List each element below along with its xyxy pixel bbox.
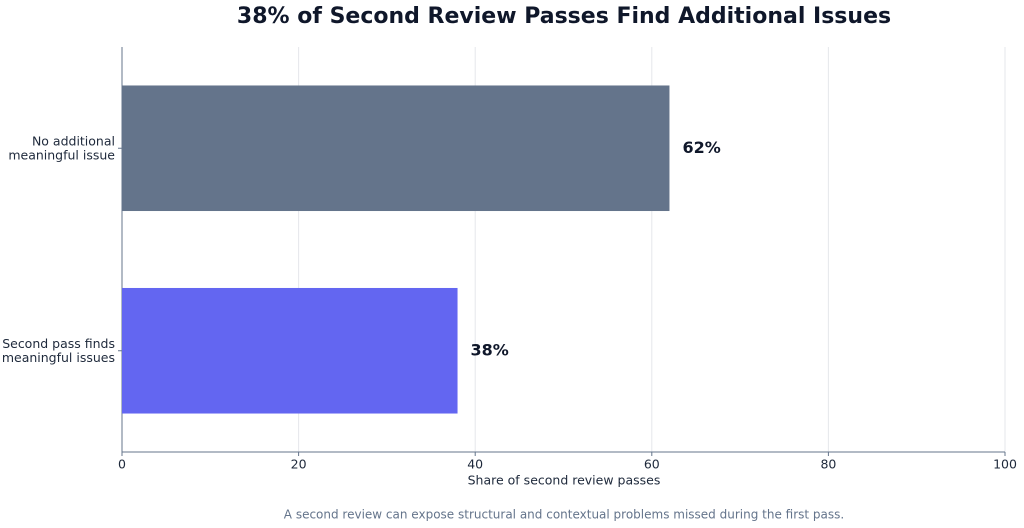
caption: A second review can expose structural an…: [284, 508, 844, 522]
x-tick-label: 0: [118, 457, 126, 472]
value-label: 38%: [471, 340, 509, 359]
x-tick-label: 100: [993, 457, 1017, 472]
x-axis-label: Share of second review passes: [468, 473, 661, 488]
chart-title: 38% of Second Review Passes Find Additio…: [237, 4, 891, 29]
value-label: 62%: [682, 138, 720, 157]
x-tick-label: 40: [467, 457, 483, 472]
x-tick-label: 80: [820, 457, 836, 472]
bar: [122, 85, 670, 212]
y-tick-label: Second pass finds meaningful issues: [2, 335, 115, 364]
bar: [122, 287, 458, 414]
x-tick-label: 60: [644, 457, 660, 472]
x-tick-label: 20: [291, 457, 307, 472]
y-tick-label: No additional meaningful issue: [8, 133, 115, 162]
